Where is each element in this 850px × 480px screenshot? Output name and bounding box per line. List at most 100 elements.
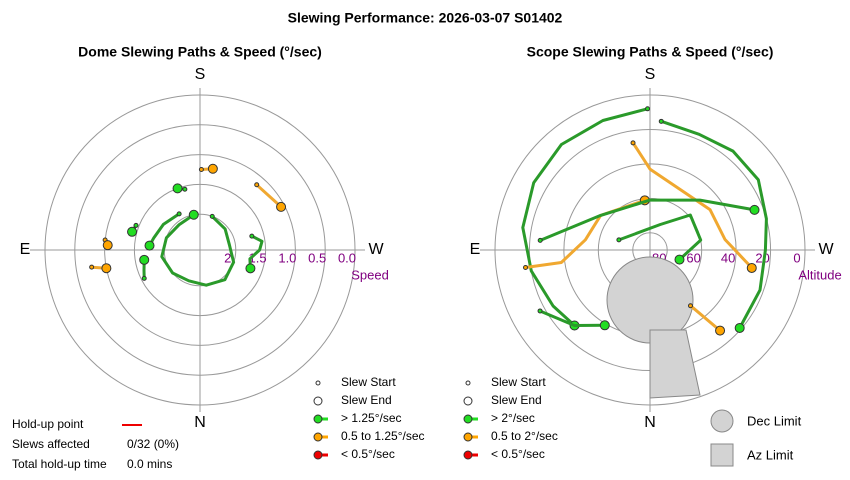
slew-end [172,183,183,194]
r-tick-label: 40 [721,250,735,265]
direction: W [368,241,384,258]
slew-path [248,234,264,269]
holdup-label: Hold-up point [12,417,84,431]
r-tick-label: 0.5 [308,250,326,265]
r-axis-label: Altitude [798,267,841,282]
slew-start [616,237,622,243]
slew-path [689,304,722,332]
direction: N [194,414,206,431]
r-tick-label: 0.0 [338,250,356,265]
slew-end [188,209,199,220]
slew-end [715,325,726,336]
legend-label: Slew Start [341,375,396,389]
limit-label: Az Limit [747,447,794,462]
slew-end [207,163,218,174]
az-limit-icon [710,443,734,467]
slew-end [746,262,757,273]
r-tick-label: 0 [793,250,800,265]
r-axis-label: Speed [351,267,389,282]
legend-marker [463,396,473,406]
grid-ring [104,154,296,346]
r-tick-label: 2 [224,250,231,265]
slew-start [630,140,636,146]
az-limit-area [649,329,701,399]
slew-start [254,182,260,188]
legend-marker [315,380,321,386]
slew-end [674,254,685,265]
slew-end [101,263,112,274]
direction: S [645,66,656,83]
slew-path [660,119,768,329]
chart-title: Dome Slewing Paths & Speed (°/sec) [78,44,322,60]
holdup-label: Total hold-up time [12,457,107,471]
dec-limit-icon [710,409,734,433]
grid-ring [494,94,806,406]
legend-label: > 2°/sec [491,411,535,425]
slew-path [539,309,605,327]
legend-label: < 0.5°/sec [491,447,545,461]
legend-label: > 1.25°/sec [341,411,402,425]
slew-start [658,118,664,124]
slew-start [537,237,543,243]
slew-start [209,213,215,219]
legend-marker [465,380,471,386]
legend-marker [463,414,473,424]
legend-label: Slew Start [491,375,546,389]
grid-ring [133,183,267,317]
direction: W [818,241,834,258]
slew-end [749,204,760,215]
slew-start [523,264,529,270]
r-tick-label: 60 [686,250,700,265]
slew-start [687,303,693,309]
legend-marker [313,432,323,442]
holdup-label: Slews affected [12,437,90,451]
holdup-value: 0/32 (0%) [127,437,179,451]
limit-label: Dec Limit [747,413,802,428]
legend-label: < 0.5°/sec [341,447,395,461]
r-tick-label: 1.0 [278,250,296,265]
legend-label: Slew End [491,393,542,407]
holdup-value: 0.0 mins [127,457,172,471]
slew-start [141,275,147,281]
grid-ring [44,94,356,406]
slew-start [537,308,543,314]
slew-end [102,240,113,251]
legend-marker [463,432,473,442]
slew-path [618,213,703,261]
legend-label: Slew End [341,393,392,407]
page-title: Slewing Performance: 2026-03-07 S01402 [288,10,563,26]
slew-start [89,264,95,270]
slew-end [245,263,256,274]
slew-start [645,106,651,112]
slew-end [144,240,155,251]
slew-start [133,222,139,228]
legend-marker [313,450,323,460]
chart-title: Scope Slewing Paths & Speed (°/sec) [527,44,774,60]
slew-path [539,198,755,242]
legend-label: 0.5 to 1.25°/sec [341,429,425,443]
slew-end [734,322,745,333]
legend-marker [313,396,323,406]
slew-end [139,254,150,265]
grid-ring [74,124,326,376]
slew-start [249,233,255,239]
slew-end [599,320,610,331]
slew-end [127,226,138,237]
slew-path [160,213,236,287]
slew-path [631,141,753,269]
slew-start [182,186,188,192]
direction: S [195,66,206,83]
legend-marker [313,414,323,424]
slew-path [521,107,648,327]
legend-marker [463,450,473,460]
slew-end [276,201,287,212]
direction: E [20,241,31,258]
slew-start [198,167,204,173]
slew-path [255,183,283,209]
direction: N [644,414,656,431]
slew-path [525,198,646,269]
direction: E [470,241,481,258]
slew-start [176,211,182,217]
legend-label: 0.5 to 2°/sec [491,429,558,443]
